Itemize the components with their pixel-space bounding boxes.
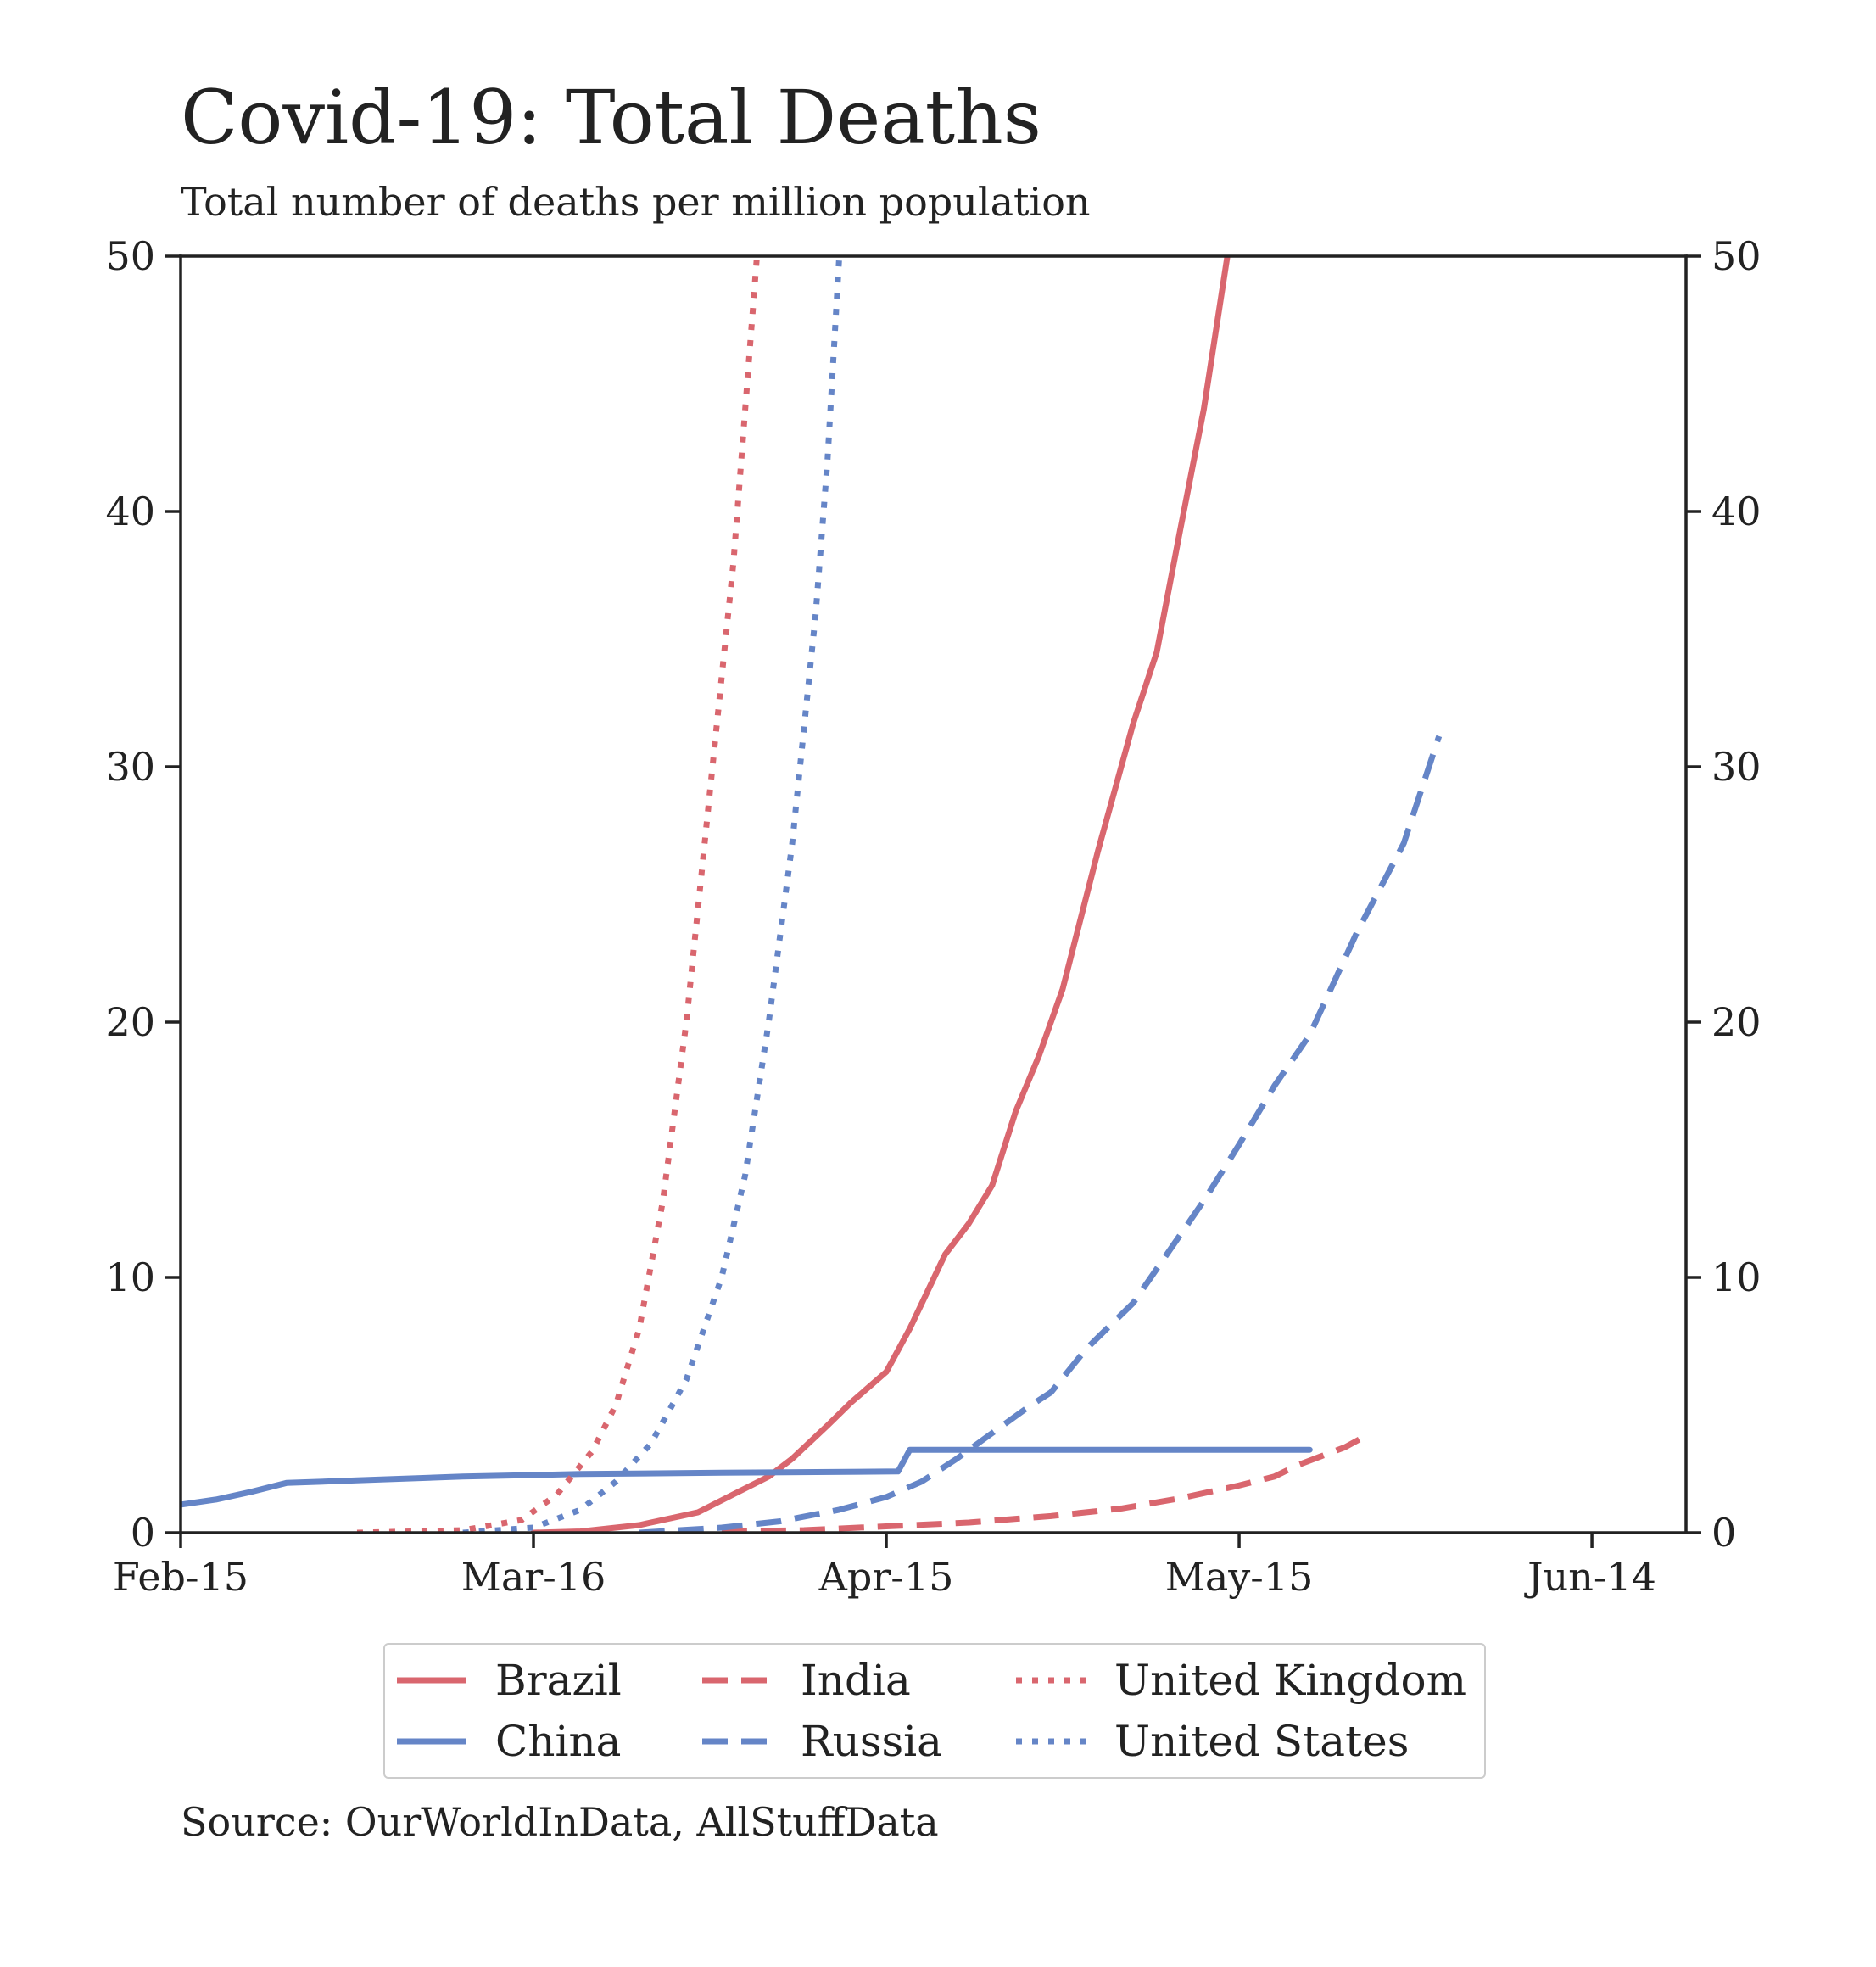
legend-label-united-kingdom: United Kingdom (1114, 1656, 1466, 1705)
chart-subtitle: Total number of deaths per million popul… (181, 179, 1091, 225)
legend-label-russia: Russia (801, 1717, 942, 1766)
y-tick-label-right: 30 (1711, 744, 1762, 790)
y-tick-label-left: 20 (105, 999, 155, 1045)
legend-swatch-brazil (397, 1677, 466, 1684)
legend-item-united-states: United States (1013, 1716, 1409, 1767)
legend-swatch-united-states (1016, 1738, 1086, 1745)
y-tick-label-left: 10 (105, 1255, 155, 1300)
chart-title: Covid-19: Total Deaths (181, 74, 1041, 161)
x-tick-label: Apr-15 (818, 1554, 954, 1600)
legend-item-russia: Russia (699, 1716, 942, 1767)
legend-item-brazil: Brazil (394, 1655, 622, 1706)
y-tick-label-left: 0 (131, 1510, 155, 1556)
y-tick-label-right: 50 (1711, 233, 1762, 279)
legend-swatch-india (702, 1677, 772, 1684)
x-tick-label: May-15 (1165, 1554, 1314, 1600)
series-line-russia (639, 735, 1443, 1533)
y-tick-label-left: 30 (105, 744, 155, 790)
legend-label-india: India (801, 1656, 911, 1705)
series-line-china (181, 1446, 1313, 1508)
x-tick-label: Mar-16 (461, 1554, 606, 1600)
y-tick-label-right: 20 (1711, 999, 1762, 1045)
legend-label-brazil: Brazil (495, 1656, 622, 1705)
legend-swatch-china (397, 1738, 466, 1745)
series-line-india (721, 1432, 1371, 1533)
legend-item-china: China (394, 1716, 621, 1767)
x-tick-label: Feb-15 (113, 1554, 248, 1600)
series-line-united-kingdom (356, 256, 760, 1533)
chart-source: Source: OurWorldInData, AllStuffData (181, 1799, 939, 1845)
legend-item-united-kingdom: United Kingdom (1013, 1655, 1466, 1706)
legend: Brazil China India Russia United Kingdom Unit… (383, 1643, 1486, 1779)
y-tick-label-left: 50 (105, 233, 155, 279)
legend-swatch-united-kingdom (1016, 1677, 1086, 1684)
y-tick-label-right: 40 (1711, 489, 1762, 534)
y-tick-label-right: 0 (1711, 1510, 1736, 1556)
legend-label-china: China (495, 1717, 622, 1766)
legend-label-united-states: United States (1114, 1717, 1410, 1766)
series-line-brazil (530, 256, 1231, 1533)
legend-swatch-russia (702, 1738, 772, 1745)
y-tick-label-left: 40 (105, 489, 155, 534)
y-tick-label-right: 10 (1711, 1255, 1762, 1300)
series-line-united-states (462, 256, 843, 1533)
x-tick-label: Jun-14 (1524, 1554, 1656, 1600)
legend-item-india: India (699, 1655, 911, 1706)
